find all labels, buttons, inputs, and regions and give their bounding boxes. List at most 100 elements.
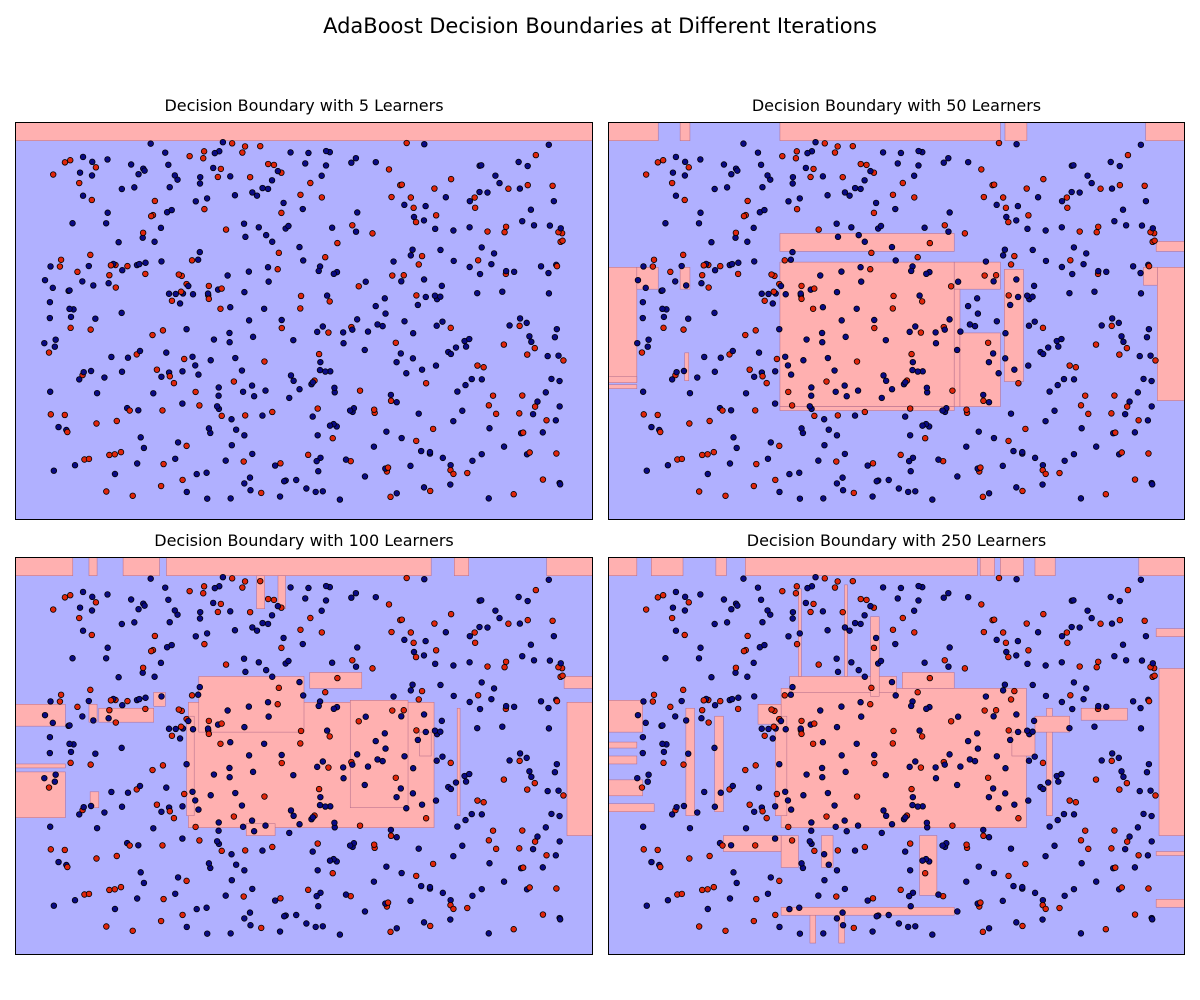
sample-point-blue xyxy=(1066,724,1073,732)
sample-point-blue xyxy=(912,488,919,495)
sample-point-blue xyxy=(834,668,842,676)
sample-point-blue xyxy=(293,911,300,919)
sample-point-blue xyxy=(528,338,535,346)
sample-point-blue xyxy=(916,727,923,734)
sample-point-blue xyxy=(838,703,845,710)
sample-point-blue xyxy=(111,905,119,913)
sample-point-blue xyxy=(634,339,641,347)
region-blue-background xyxy=(15,122,593,520)
sample-point-blue xyxy=(841,885,849,893)
sample-point-blue xyxy=(821,441,828,449)
sample-point-red xyxy=(1082,392,1089,399)
sample-point-blue xyxy=(915,582,922,590)
sample-point-blue xyxy=(431,292,439,299)
sample-point-blue xyxy=(825,426,832,433)
sample-point-blue xyxy=(383,428,390,435)
sample-point-blue xyxy=(322,803,329,810)
sample-point-red xyxy=(1072,799,1080,806)
sample-point-blue xyxy=(421,575,428,583)
sample-point-blue xyxy=(740,140,747,147)
sample-point-blue xyxy=(438,717,446,725)
sample-point-blue xyxy=(224,272,231,279)
sample-point-blue xyxy=(1095,702,1102,710)
sample-point-blue xyxy=(215,827,222,834)
sample-point-blue xyxy=(545,141,552,148)
sample-point-red xyxy=(413,437,420,445)
sample-point-blue xyxy=(452,344,460,351)
region-red xyxy=(1155,851,1185,856)
sample-point-blue xyxy=(1070,244,1078,251)
sample-point-blue xyxy=(393,793,400,801)
sample-point-blue xyxy=(409,765,417,772)
sample-point-red xyxy=(334,674,341,682)
sample-point-red xyxy=(349,657,356,664)
sample-point-red xyxy=(984,774,992,781)
sample-point-blue xyxy=(839,474,846,481)
sample-point-blue xyxy=(305,149,312,157)
sample-point-blue xyxy=(734,602,741,609)
sample-point-red xyxy=(963,841,970,848)
sample-point-blue xyxy=(89,158,96,166)
sample-point-blue xyxy=(418,366,426,373)
sample-point-blue xyxy=(639,314,646,322)
sample-point-red xyxy=(1116,351,1123,358)
region-red xyxy=(1004,122,1028,141)
sample-point-red xyxy=(241,578,249,585)
sample-point-blue xyxy=(1042,662,1049,669)
sample-point-blue xyxy=(990,869,998,877)
sample-point-blue xyxy=(880,807,887,814)
sample-point-blue xyxy=(172,725,179,733)
sample-point-red xyxy=(999,629,1007,636)
sample-point-blue xyxy=(995,370,1002,377)
sample-point-red xyxy=(415,261,422,268)
sample-point-red xyxy=(553,262,561,270)
sample-point-red xyxy=(963,406,970,413)
sample-point-blue xyxy=(168,641,175,649)
sample-point-blue xyxy=(203,904,210,911)
sample-point-blue xyxy=(750,659,757,667)
sample-point-blue xyxy=(118,744,125,752)
sample-point-blue xyxy=(701,788,708,796)
sample-point-blue xyxy=(322,162,330,169)
sample-point-blue xyxy=(478,450,485,458)
sample-point-blue xyxy=(364,763,372,770)
sample-point-red xyxy=(921,435,929,442)
sample-point-blue xyxy=(409,681,416,688)
sample-point-blue xyxy=(751,693,758,700)
sample-point-red xyxy=(524,616,531,624)
sample-point-blue xyxy=(118,185,126,193)
sample-point-blue xyxy=(704,470,712,478)
sample-point-red xyxy=(103,488,110,495)
sample-point-blue xyxy=(286,394,293,402)
sample-point-blue xyxy=(269,673,276,680)
sample-point-red xyxy=(74,703,81,711)
sample-point-blue xyxy=(1109,315,1116,322)
sample-point-blue xyxy=(280,478,288,485)
sample-point-red xyxy=(426,922,434,930)
sample-point-blue xyxy=(192,362,199,369)
sample-point-blue xyxy=(989,350,997,357)
sample-point-blue xyxy=(906,763,913,771)
sample-point-blue xyxy=(102,655,110,662)
sample-point-blue xyxy=(361,346,368,354)
sample-point-blue xyxy=(478,597,485,604)
sample-point-red xyxy=(410,204,417,212)
sample-point-blue xyxy=(1013,140,1020,148)
sample-point-blue xyxy=(420,276,428,283)
sample-point-blue xyxy=(530,657,538,664)
sample-point-blue xyxy=(1061,892,1068,899)
sample-point-red xyxy=(798,717,805,725)
sample-point-blue xyxy=(1042,852,1049,860)
sample-point-blue xyxy=(534,398,541,405)
sample-point-blue xyxy=(1045,344,1052,351)
sample-point-red xyxy=(222,661,230,668)
sample-point-blue xyxy=(1098,322,1105,329)
sample-point-red xyxy=(418,252,426,260)
sample-point-blue xyxy=(90,282,97,289)
sample-point-blue xyxy=(639,823,647,830)
sample-point-red xyxy=(369,665,376,672)
sample-point-red xyxy=(325,329,332,336)
sample-point-red xyxy=(750,482,758,490)
sample-point-blue xyxy=(985,834,993,841)
sample-point-blue xyxy=(681,607,689,614)
